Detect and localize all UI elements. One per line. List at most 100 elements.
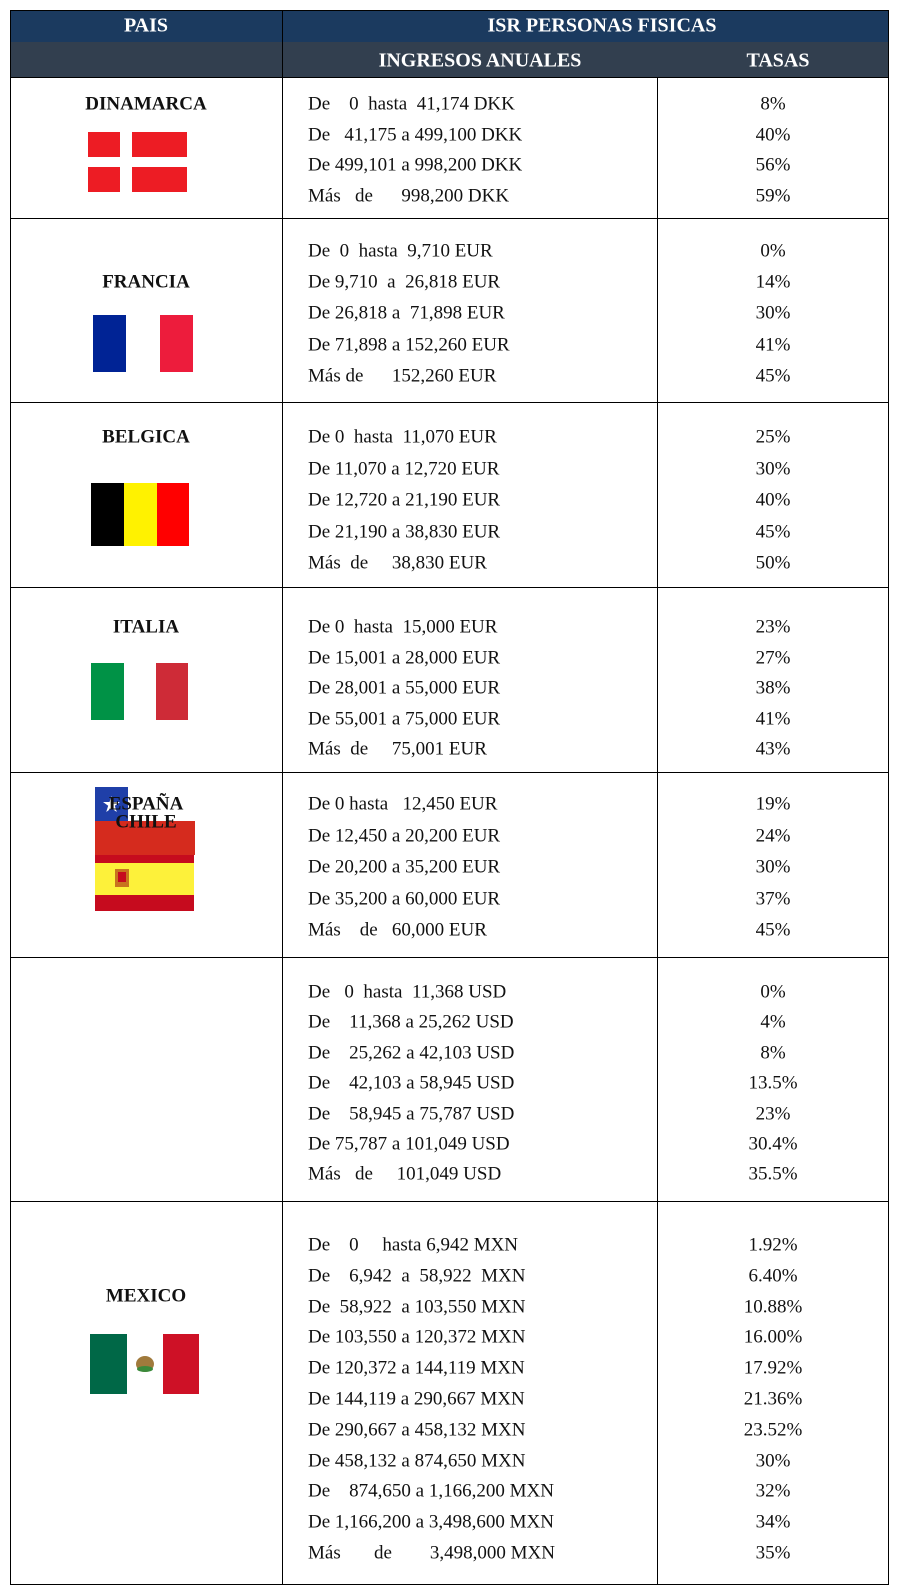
tax-rate: 14% [755,271,791,293]
border [10,10,889,11]
income-range: De 11,070 a 12,720 EUR [308,458,500,479]
tax-rate: 8% [760,93,786,115]
tax-rate: 35% [755,1542,791,1564]
flag-mexico [90,1334,199,1394]
income-range: De 71,898 a 152,260 EUR [308,334,510,356]
income-range: Más de 998,200 DKK [308,185,510,207]
income-range: De 26,818 a 71,898 EUR [308,302,505,324]
tax-rate: 23.52% [743,1419,803,1441]
border [10,1201,889,1202]
tax-rate: 41% [755,334,791,356]
income-range: De 144,119 a 290,667 MXN [308,1388,525,1410]
tax-rate: 35.5% [748,1163,798,1185]
income-range: De 874,650 a 1,166,200 MXN [308,1480,554,1502]
income-range: De 120,372 a 144,119 MXN [308,1357,525,1379]
country-name: ITALIA [112,616,180,638]
income-range: De 0 hasta 15,000 EUR [308,616,498,638]
income-range: De 499,101 a 998,200 DKK [308,154,523,176]
border [10,10,11,1584]
income-range: De 0 hasta 11,070 EUR [308,426,497,448]
tax-rate: 50% [755,552,791,574]
tax-rate: 6.40% [748,1265,798,1287]
country-name: BELGICA [102,426,190,448]
border [10,587,889,588]
tax-rate: 40% [755,124,791,146]
tax-rate: 56% [755,154,791,176]
border [888,10,889,1584]
tax-rate: 10.88% [743,1296,803,1318]
income-range: De 11,368 a 25,262 USD [308,1011,514,1033]
income-range: De 12,450 a 20,200 EUR [308,825,501,846]
header-cell: TASAS [746,49,810,72]
flag-spain [95,847,194,911]
tax-rate: 30% [755,302,791,324]
income-range: Más de 152,260 EUR [308,365,497,387]
income-range: Más de 75,001 EUR [308,738,487,760]
tax-rate: 23% [755,616,791,638]
income-range: De 15,001 a 28,000 EUR [308,647,501,668]
flag-france [93,315,193,372]
border [10,772,889,773]
tax-rate: 30% [755,1450,791,1472]
tax-rate: 27% [755,647,791,668]
income-range: De 12,720 a 21,190 EUR [308,489,501,511]
tax-rate: 59% [755,185,791,207]
income-range: De 9,710 a 26,818 EUR [308,271,501,293]
income-range: De 0 hasta 9,710 EUR [308,240,493,262]
tax-rate: 30% [755,856,791,878]
tax-rate: 8% [760,1042,786,1064]
tax-rate: 38% [755,677,791,699]
income-range: De 0 hasta 41,174 DKK [308,93,515,115]
income-range: De 21,190 a 38,830 EUR [308,521,501,542]
income-range: De 58,922 a 103,550 MXN [308,1296,526,1318]
income-range: De 75,787 a 101,049 USD [308,1133,510,1155]
border [10,402,889,403]
flag-italy [91,663,188,720]
tax-rate: 4% [760,1011,786,1033]
header-cell: INGRESOS ANUALES [378,49,582,72]
income-range: De 35,200 a 60,000 EUR [308,888,501,909]
tax-rate: 0% [760,240,786,262]
header-row [10,10,889,42]
header-cell: PAIS [123,14,169,37]
border [10,957,889,958]
income-range: De 28,001 a 55,000 EUR [308,677,501,699]
tax-rate: 43% [755,738,791,760]
tax-rate: 0% [760,981,786,1003]
country-name: MEXICO [105,1285,187,1307]
income-range: De 0 hasta 11,368 USD [308,981,507,1003]
tax-rate: 25% [755,426,791,448]
tax-rate: 30% [755,458,791,479]
border [657,77,658,1584]
tax-rate: 13.5% [748,1072,798,1094]
income-range: De 0 hasta 12,450 EUR [308,793,498,815]
tax-rate: 32% [755,1480,791,1502]
tax-rate: 17.92% [743,1357,803,1379]
income-range: Más de 60,000 EUR [308,919,487,941]
flag-chile [95,787,195,855]
tax-rate: 16.00% [743,1326,803,1348]
tax-rate: 21.36% [743,1388,803,1410]
country-name: DINAMARCA [85,93,207,115]
tax-rate: 37% [755,888,791,909]
tax-rate: 30.4% [748,1133,798,1155]
border [10,218,889,219]
income-range: De 103,550 a 120,372 MXN [308,1326,526,1348]
income-range: De 0 hasta 6,942 MXN [308,1234,519,1256]
tax-rate: 41% [755,708,791,729]
country-name: CHILE [115,811,177,833]
tax-rate: 34% [755,1511,791,1533]
flag-denmark [88,132,187,192]
flag-belgium [91,483,189,546]
tax-rate: 45% [755,919,791,941]
income-range: Más de 38,830 EUR [308,552,487,574]
income-range: De 42,103 a 58,945 USD [308,1072,515,1094]
header-row [10,42,889,77]
country-name: FRANCIA [102,271,190,293]
country-name: ESPAÑA [108,793,184,815]
income-range: De 55,001 a 75,000 EUR [308,708,501,729]
border [282,10,283,1584]
income-range: De 25,262 a 42,103 USD [308,1042,515,1064]
tax-rate: 1.92% [748,1234,798,1256]
